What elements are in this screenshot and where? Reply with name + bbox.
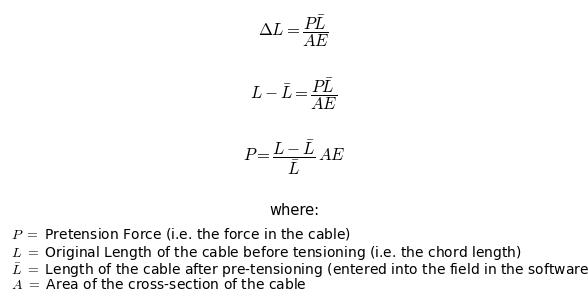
Text: $A$ $=$ Area of the cross-section of the cable: $A$ $=$ Area of the cross-section of the…: [11, 277, 306, 292]
Text: $\bar{L}$ $=$ Length of the cable after pre-tensioning (entered into the field i: $\bar{L}$ $=$ Length of the cable after …: [11, 261, 588, 279]
Text: $P$ $=$ Pretension Force (i.e. the force in the cable): $P$ $=$ Pretension Force (i.e. the force…: [11, 226, 350, 242]
Text: $L - \bar{L} = \dfrac{P\bar{L}}{AE}$: $L - \bar{L} = \dfrac{P\bar{L}}{AE}$: [250, 76, 338, 112]
Text: $L$ $=$ Original Length of the cable before tensioning (i.e. the chord length): $L$ $=$ Original Length of the cable bef…: [11, 244, 522, 262]
Text: where:: where:: [269, 203, 319, 218]
Text: $P = \dfrac{L - \bar{L}}{\bar{L}}\,AE$: $P = \dfrac{L - \bar{L}}{\bar{L}}\,AE$: [243, 139, 345, 177]
Text: $\Delta L = \dfrac{P\bar{L}}{AE}$: $\Delta L = \dfrac{P\bar{L}}{AE}$: [258, 13, 330, 49]
